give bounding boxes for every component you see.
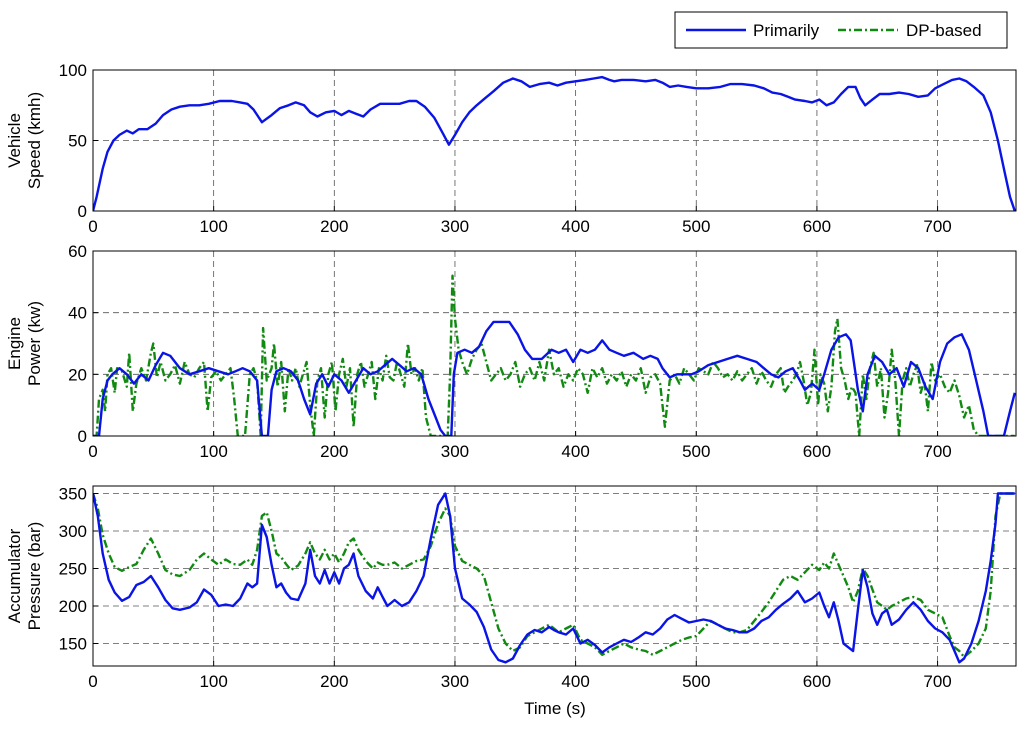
x-tick-label: 100 xyxy=(199,217,227,236)
y-axis-label-line1: Engine xyxy=(5,317,24,370)
series-line-dp-based xyxy=(93,274,1015,436)
x-tick-label: 700 xyxy=(923,217,951,236)
panel-accumulator-pressure: 0 100 200 300 400 500 600 700 150 200 250 300 350 Acc… xyxy=(5,485,1017,691)
y-tick-label: 40 xyxy=(68,304,87,323)
x-tick-label: 0 xyxy=(88,442,97,461)
x-tick-label: 200 xyxy=(320,217,348,236)
y-axis-label-line1: Vehicle xyxy=(5,113,24,168)
x-tick-label: 600 xyxy=(803,442,831,461)
y-tick-label: 150 xyxy=(59,635,87,654)
legend: Primarily DP-based xyxy=(674,11,1008,49)
panel-vehicle-speed: 0 100 200 300 400 500 600 700 0 50 100 VehicleSpeed… xyxy=(5,61,1017,236)
x-tick-label: 600 xyxy=(803,672,831,691)
y-tick-label: 300 xyxy=(59,522,87,541)
x-tick-label: 700 xyxy=(923,442,951,461)
x-tick-label: 300 xyxy=(441,672,469,691)
x-tick-label: 500 xyxy=(682,217,710,236)
series-line-primarily xyxy=(93,492,1015,664)
x-tick-label: 300 xyxy=(441,217,469,236)
y-axis-label: EnginePower (kw) xyxy=(5,301,44,386)
x-tick-label: 600 xyxy=(803,217,831,236)
y-tick-label: 250 xyxy=(59,560,87,579)
y-axis-label: AccumulatorPressure (bar) xyxy=(5,522,44,631)
plot-area xyxy=(93,486,1016,666)
x-tick-label: 100 xyxy=(199,442,227,461)
x-tick-label: 400 xyxy=(561,672,589,691)
x-tick-label: 0 xyxy=(88,217,97,236)
plot-area xyxy=(93,251,1016,436)
panel-engine-power: 0 100 200 300 400 500 600 700 0 20 40 60 EnginePower… xyxy=(5,242,1017,461)
legend-label-dp-based: DP-based xyxy=(906,21,982,40)
axes-frame xyxy=(92,250,1017,437)
y-tick-label: 350 xyxy=(59,485,87,504)
y-tick-label: 0 xyxy=(78,427,87,446)
x-tick-label: 500 xyxy=(682,672,710,691)
y-tick-label: 60 xyxy=(68,242,87,261)
x-tick-label: 700 xyxy=(923,672,951,691)
y-axis-label-line2: Power (kw) xyxy=(25,301,44,386)
x-tick-label: 400 xyxy=(561,217,589,236)
x-tick-label: 200 xyxy=(320,442,348,461)
series-line-primarily xyxy=(93,75,1016,211)
x-tick-label: 500 xyxy=(682,442,710,461)
x-tick-label: 400 xyxy=(561,442,589,461)
x-tick-label: 300 xyxy=(441,442,469,461)
y-tick-label: 20 xyxy=(68,365,87,384)
y-axis-label-line2: Speed (kmh) xyxy=(25,92,44,189)
y-tick-label: 50 xyxy=(68,132,87,151)
x-axis-label: Time (s) xyxy=(524,699,586,718)
axes-frame xyxy=(92,485,1017,667)
y-axis-label-line1: Accumulator xyxy=(5,528,24,623)
y-axis-label-line2: Pressure (bar) xyxy=(25,522,44,631)
series-line-primarily xyxy=(93,320,1016,436)
y-axis-label: VehicleSpeed (kmh) xyxy=(5,92,44,189)
x-tick-label: 0 xyxy=(88,672,97,691)
legend-label-primarily: Primarily xyxy=(753,21,820,40)
y-tick-label: 200 xyxy=(59,597,87,616)
x-tick-label: 200 xyxy=(320,672,348,691)
y-tick-label: 100 xyxy=(59,61,87,80)
y-tick-label: 0 xyxy=(78,202,87,221)
x-tick-label: 100 xyxy=(199,672,227,691)
